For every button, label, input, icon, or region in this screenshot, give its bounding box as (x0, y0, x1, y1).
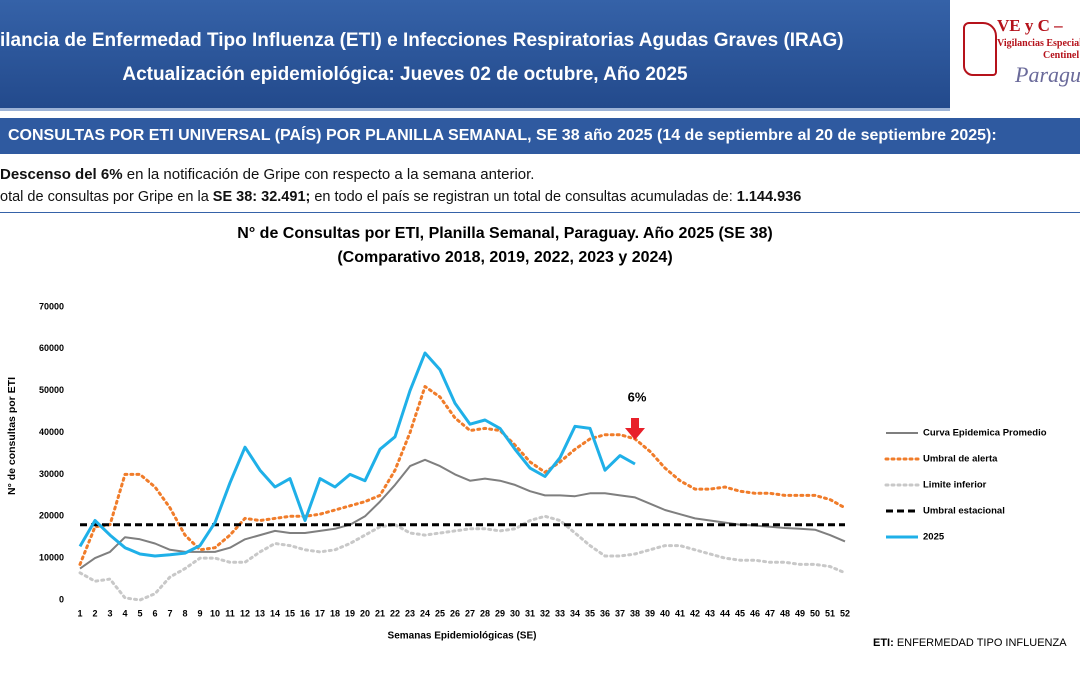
y-tick-label: 20000 (39, 511, 64, 521)
x-tick-label: 49 (795, 608, 805, 618)
section-bar: CONSULTAS POR ETI UNIVERSAL (PAÍS) POR P… (0, 118, 1080, 154)
x-tick-label: 29 (495, 608, 505, 618)
x-tick-label: 2 (92, 608, 97, 618)
legend-label: Umbral de alerta (923, 454, 998, 465)
series-line (78, 351, 636, 558)
x-tick-label: 30 (510, 608, 520, 618)
y-tick-label: 0 (59, 594, 64, 604)
x-tick-label: 37 (615, 608, 625, 618)
x-tick-label: 48 (780, 608, 790, 618)
x-tick-label: 34 (570, 608, 580, 618)
y-tick-label: 30000 (39, 469, 64, 479)
x-tick-label: 5 (137, 608, 142, 618)
legend-label: Umbral estacional (923, 506, 1005, 517)
x-axis-label: Semanas Epidemiológicas (SE) (388, 631, 537, 642)
x-tick-label: 21 (375, 608, 385, 618)
x-tick-label: 17 (315, 608, 325, 618)
x-tick-label: 20 (360, 608, 370, 618)
x-tick-label: 14 (270, 608, 280, 618)
x-tick-label: 35 (585, 608, 595, 618)
x-tick-label: 10 (210, 608, 220, 618)
x-tick-label: 27 (465, 608, 475, 618)
chart-title: N° de Consultas por ETI, Planilla Semana… (237, 225, 772, 242)
y-tick-label: 60000 (39, 343, 64, 353)
legend-label: Curva Epidemica Promedio (923, 428, 1047, 439)
x-tick-label: 24 (420, 608, 430, 618)
x-tick-label: 19 (345, 608, 355, 618)
logo-name: VE y C – (997, 16, 1063, 35)
x-tick-label: 1 (77, 608, 82, 618)
x-tick-label: 26 (450, 608, 460, 618)
header-title: ilancia de Enfermedad Tipo Influenza (ET… (0, 30, 844, 51)
divider (0, 212, 1080, 213)
x-tick-label: 7 (167, 608, 172, 618)
header-subtitle: Actualización epidemiológica: Jueves 02 … (122, 64, 688, 85)
series-line (78, 514, 847, 602)
x-tick-label: 39 (645, 608, 655, 618)
logo-text: Vigilancias Especiales y (997, 38, 1080, 49)
x-tick-label: 52 (840, 608, 850, 618)
x-tick-label: 46 (750, 608, 760, 618)
text-run: Descenso del 6% (0, 166, 123, 183)
text-run: en la notificación de Gripe con respecto… (122, 166, 535, 183)
x-tick-label: 33 (555, 608, 565, 618)
y-tick-label: 50000 (39, 385, 64, 395)
x-tick-label: 11 (225, 608, 235, 618)
logo-map (963, 22, 997, 76)
text-run: 1.144.936 (736, 189, 802, 205)
text-run: otal de consultas por Gripe en la (0, 189, 213, 205)
x-tick-label: 36 (600, 608, 610, 618)
x-tick-label: 3 (107, 608, 112, 618)
x-tick-label: 41 (675, 608, 685, 618)
x-tick-label: 13 (255, 608, 265, 618)
y-axis-label: N° de consultas por ETI (6, 377, 18, 495)
x-tick-label: 51 (825, 608, 835, 618)
x-tick-label: 15 (285, 608, 295, 618)
x-tick-label: 22 (390, 608, 400, 618)
text-run: SE 38: 32.491; (212, 189, 311, 205)
annotation: 6% (628, 389, 647, 404)
x-tick-label: 25 (435, 608, 445, 618)
logo-text: Centinel (1043, 50, 1080, 61)
header: ilancia de Enfermedad Tipo Influenza (ET… (0, 0, 950, 111)
x-tick-label: 12 (240, 608, 250, 618)
x-tick-label: 4 (122, 608, 127, 618)
text-run: ETI: (873, 637, 894, 649)
y-tick-label: 70000 (39, 301, 64, 311)
logo: VE y C – Vigilancias Especiales y Centin… (955, 8, 1080, 100)
x-tick-label: 50 (810, 608, 820, 618)
x-tick-label: 8 (182, 608, 187, 618)
x-tick-label: 6 (152, 608, 157, 618)
y-tick-label: 10000 (39, 553, 64, 563)
chart-subtitle: (Comparativo 2018, 2019, 2022, 2023 y 20… (337, 249, 672, 266)
x-tick-label: 42 (690, 608, 700, 618)
y-tick-label: 40000 (39, 427, 64, 437)
text-run: en todo el país se registran un total de… (310, 189, 737, 205)
summary-line: otal de consultas por Gripe en la SE 38:… (0, 189, 801, 205)
x-tick-label: 47 (765, 608, 775, 618)
text-run: ENFERMEDAD TIPO INFLUENZA (893, 637, 1067, 649)
summary-line: Descenso del 6% en la notificación de Gr… (0, 166, 534, 183)
series-line (79, 458, 846, 570)
x-tick-label: 18 (330, 608, 340, 618)
legend-label: 2025 (923, 532, 945, 543)
annotation-arrow (625, 418, 645, 440)
x-tick-label: 9 (197, 608, 202, 618)
x-tick-label: 31 (525, 608, 535, 618)
logo-text: Paragua (1015, 62, 1080, 87)
x-tick-label: 45 (735, 608, 745, 618)
section-title: CONSULTAS POR ETI UNIVERSAL (PAÍS) POR P… (8, 127, 997, 144)
x-tick-label: 44 (720, 608, 730, 618)
x-tick-label: 43 (705, 608, 715, 618)
x-tick-label: 28 (480, 608, 490, 618)
footnote: ETI: ENFERMEDAD TIPO INFLUENZA (873, 637, 1067, 649)
x-tick-label: 32 (540, 608, 550, 618)
legend-label: Limite inferior (923, 480, 987, 491)
x-tick-label: 40 (660, 608, 670, 618)
series-line (78, 385, 847, 566)
x-tick-label: 16 (300, 608, 310, 618)
x-tick-label: 23 (405, 608, 415, 618)
x-tick-label: 38 (630, 608, 640, 618)
